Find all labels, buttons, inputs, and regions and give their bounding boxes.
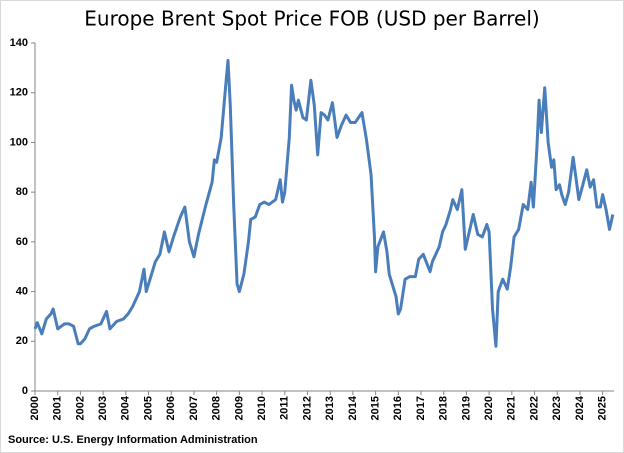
y-tick-label: 140 (10, 37, 28, 49)
y-tick-label: 20 (16, 335, 28, 347)
x-tick-label: 2005 (142, 396, 154, 420)
x-tick-label: 2008 (211, 396, 223, 420)
x-tick-label: 2010 (256, 396, 268, 420)
x-tick-label: 2001 (52, 396, 64, 420)
x-tick-label: 2009 (233, 396, 245, 420)
x-tick-label: 2003 (97, 396, 109, 420)
x-tick-label: 2006 (165, 396, 177, 420)
x-tick-label: 2020 (483, 396, 495, 420)
y-tick-label: 120 (10, 87, 28, 99)
x-tick-label: 2025 (597, 396, 609, 420)
y-tick-label: 100 (10, 136, 28, 148)
x-tick-label: 2024 (574, 395, 586, 420)
x-tick-label: 2023 (551, 396, 563, 420)
y-tick-label: 80 (16, 186, 28, 198)
x-tick-label: 2018 (438, 396, 450, 420)
price-line (33, 58, 615, 348)
y-tick-label: 0 (22, 385, 28, 397)
x-tick-label: 2021 (506, 396, 518, 420)
x-tick-label: 2011 (279, 396, 291, 420)
x-tick-label: 2007 (188, 396, 200, 420)
chart-title: Europe Brent Spot Price FOB (USD per Bar… (84, 7, 539, 31)
x-tick-label: 2019 (460, 396, 472, 420)
x-tick-label: 2016 (392, 396, 404, 420)
x-tick-label: 2002 (74, 396, 86, 420)
x-tick-label: 2014 (347, 395, 359, 420)
x-tick-label: 2017 (415, 396, 427, 420)
x-tick-label: 2004 (120, 395, 132, 420)
x-tick-label: 2012 (301, 396, 313, 420)
source-note: Source: U.S. Energy Information Administ… (8, 434, 258, 446)
x-tick-label: 2000 (29, 396, 41, 420)
y-tick-label: 60 (16, 236, 28, 248)
x-tick-label: 2022 (528, 396, 540, 420)
x-tick-label: 2013 (324, 396, 336, 420)
x-tick-label: 2015 (369, 396, 381, 420)
y-tick-label: 40 (16, 285, 28, 297)
